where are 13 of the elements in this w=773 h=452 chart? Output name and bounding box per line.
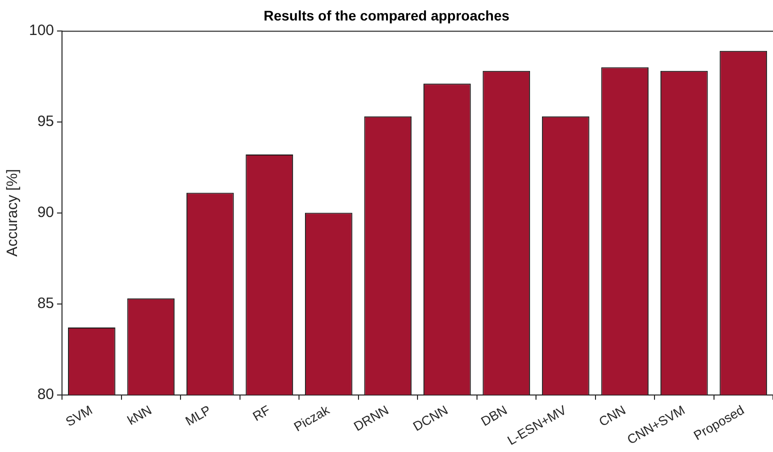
y-tick-label: 85	[37, 294, 54, 312]
y-axis-title: Accuracy [%]	[4, 169, 22, 257]
x-tick-label: RF	[250, 402, 273, 424]
x-tick-label: CNN	[596, 402, 628, 430]
y-tick-label: 100	[28, 22, 54, 39]
x-tick-label: SVM	[63, 402, 95, 430]
y-tick-label: 80	[37, 386, 54, 403]
y-tick-label: 95	[37, 112, 54, 130]
x-tick-label: MLP	[182, 402, 214, 429]
x-tick-label: DBN	[478, 402, 510, 429]
chart-title: Results of the compared approaches	[264, 7, 510, 24]
y-tick-label: 90	[37, 204, 54, 221]
x-tick-label: kNN	[124, 402, 154, 428]
